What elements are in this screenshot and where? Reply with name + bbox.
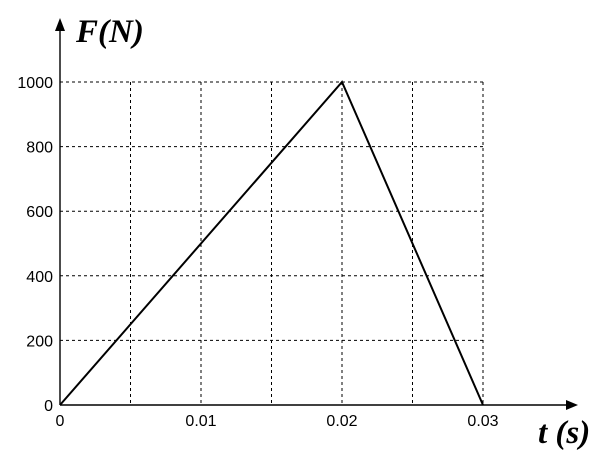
data-points (59, 81, 484, 406)
y-tick-labels: 0 200 400 600 800 1000 (17, 75, 53, 415)
y-axis-arrow (55, 18, 65, 31)
x-axis-label: t (s) (538, 415, 590, 450)
y-tick-label: 400 (26, 269, 53, 286)
x-tick-label: 0.03 (467, 413, 498, 430)
x-tick-label: 0.02 (326, 413, 357, 430)
y-tick-label: 800 (26, 140, 53, 157)
y-tick-label: 1000 (17, 75, 53, 92)
x-axis-arrow (566, 400, 578, 410)
y-tick-label: 200 (26, 333, 53, 350)
grid (60, 81, 484, 405)
x-tick-labels: 0 0.01 0.02 0.03 (56, 413, 499, 430)
y-axis-label: F(N) (75, 14, 144, 50)
x-tick-label: 0.01 (185, 413, 216, 430)
axes (55, 18, 578, 410)
y-tick-label: 0 (44, 398, 53, 415)
x-tick-label: 0 (56, 413, 65, 430)
y-tick-label: 600 (26, 204, 53, 221)
